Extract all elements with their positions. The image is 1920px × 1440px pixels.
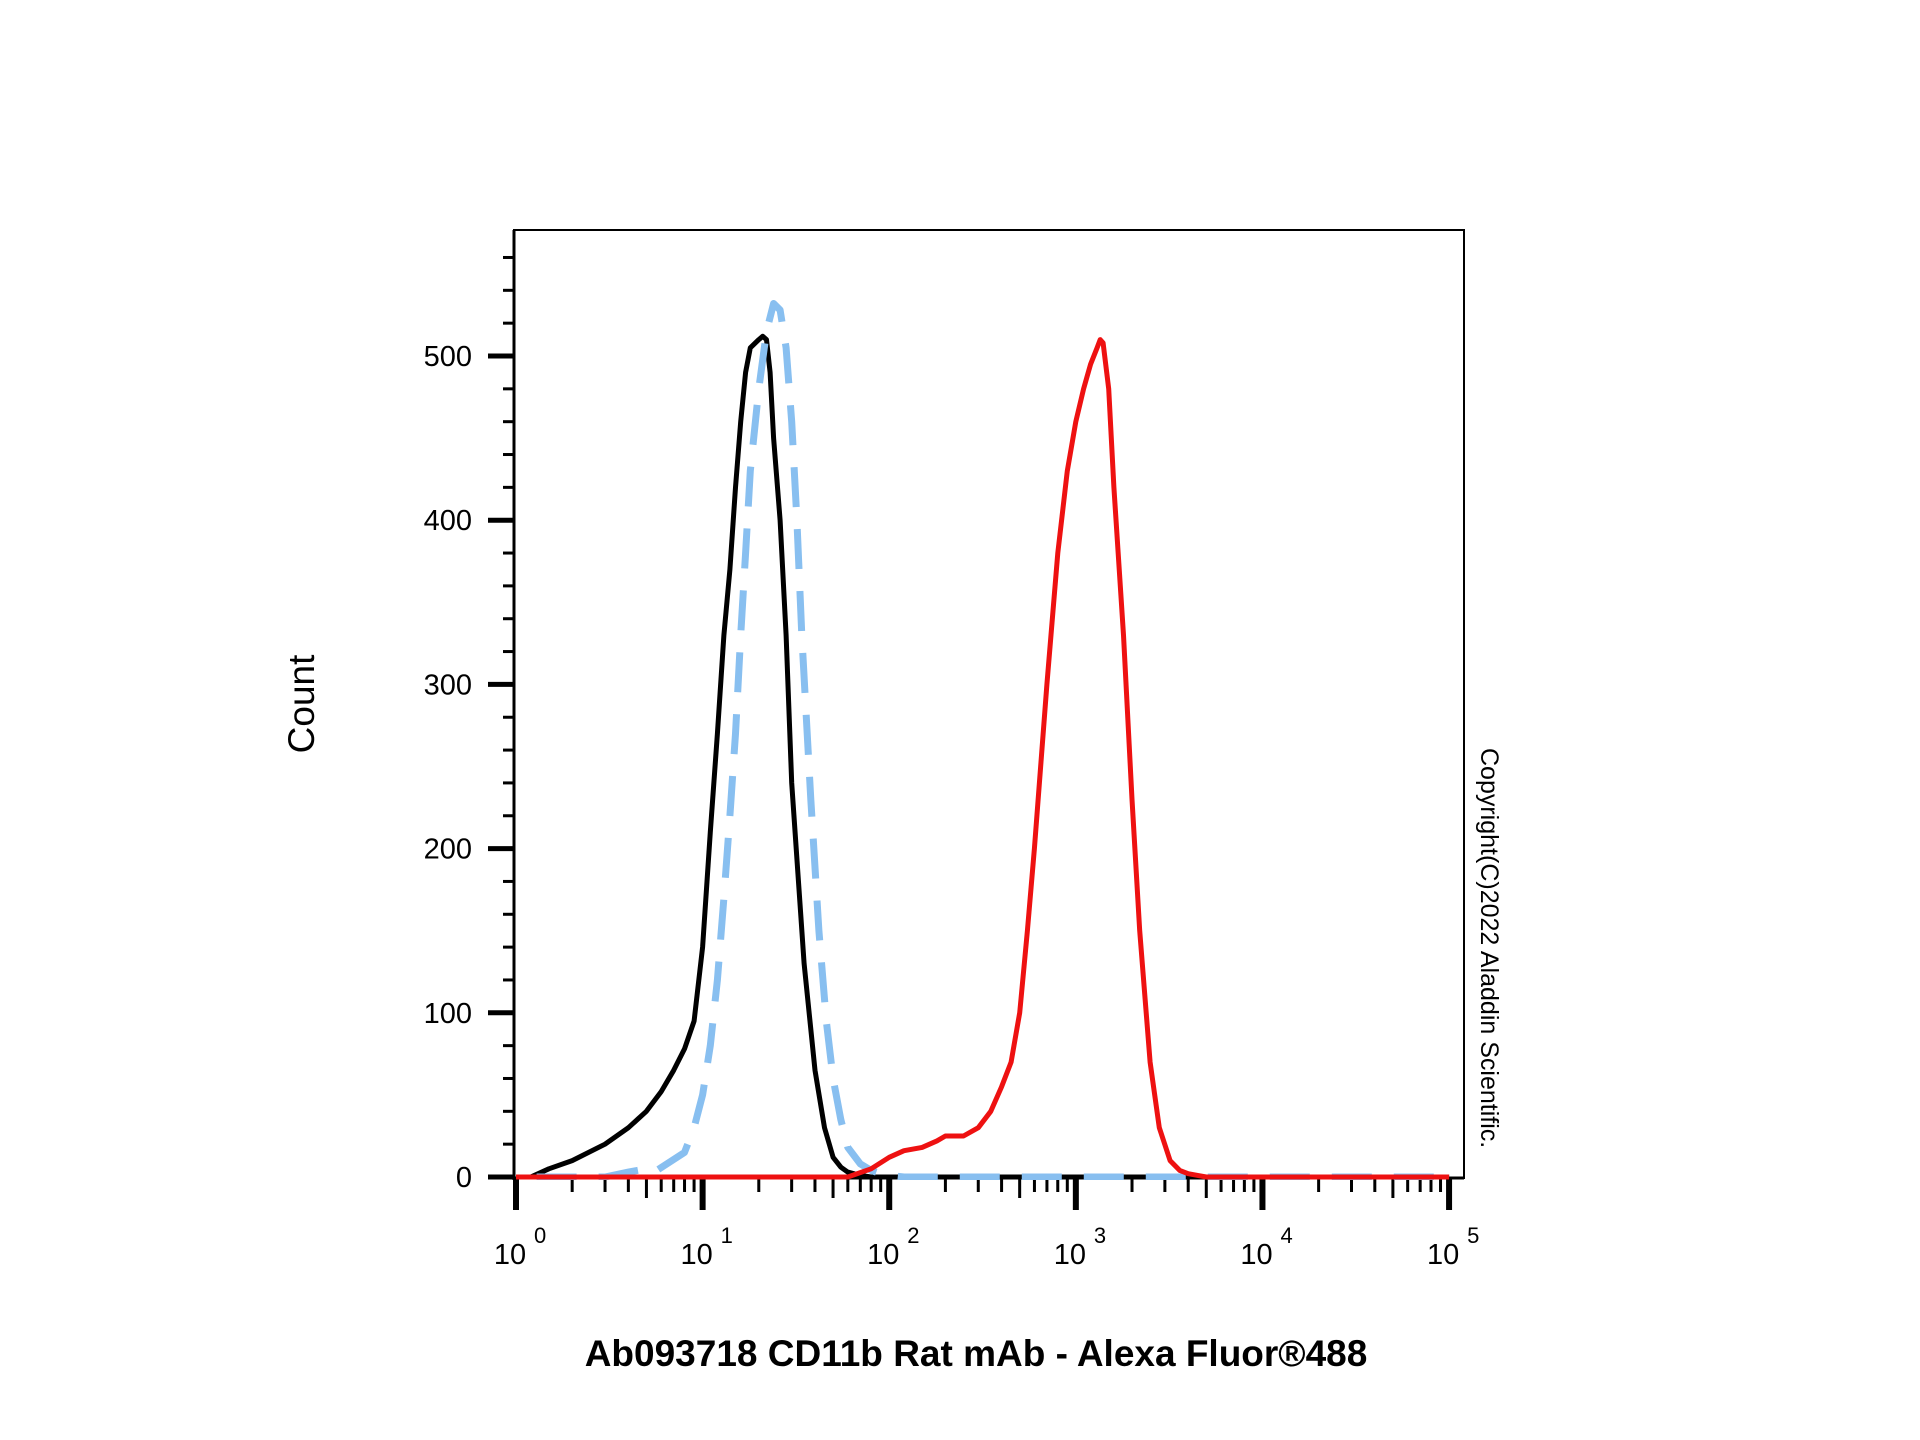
series-line-1 bbox=[516, 333, 1450, 1180]
x-tick-exponent: 0 bbox=[534, 1223, 546, 1248]
series-line-2 bbox=[516, 300, 1450, 1180]
x-tick-exponent: 3 bbox=[1094, 1223, 1106, 1248]
y-tick-label: 300 bbox=[424, 669, 472, 701]
x-tick-label: 10 bbox=[680, 1239, 712, 1271]
x-tick-exponent: 4 bbox=[1280, 1223, 1292, 1248]
x-tick-label: 10 bbox=[1240, 1239, 1272, 1271]
x-tick-exponent: 1 bbox=[721, 1223, 733, 1248]
x-axis: 10 0 10 1 10 2 10 3 10 4 10 5 bbox=[494, 1176, 1479, 1271]
x-tick-label: 10 bbox=[1054, 1239, 1086, 1271]
y-tick-label: 0 bbox=[456, 1162, 472, 1194]
y-tick-label: 200 bbox=[424, 834, 472, 866]
x-tick-exponent: 2 bbox=[907, 1223, 919, 1248]
x-tick-label: 10 bbox=[494, 1239, 526, 1271]
y-tick-label: 100 bbox=[424, 998, 472, 1030]
copyright-text: Copyright(C)2022 Aladdin Scientific. bbox=[1475, 748, 1503, 1148]
series-layer bbox=[516, 300, 1450, 1180]
x-tick-label: 10 bbox=[867, 1239, 899, 1271]
series-line-3 bbox=[516, 337, 1450, 1180]
x-tick-label: 10 bbox=[1427, 1239, 1459, 1271]
y-tick-label: 500 bbox=[424, 341, 472, 373]
y-axis-label: Count bbox=[281, 654, 322, 753]
x-tick-exponent: 5 bbox=[1467, 1223, 1479, 1248]
x-axis-label: Ab093718 CD11b Rat mAb - Alexa Fluor®488 bbox=[585, 1333, 1368, 1374]
plot-frame bbox=[513, 229, 1465, 1179]
y-tick-label: 400 bbox=[424, 505, 472, 537]
y-axis: 0 100 200 300 400 500 bbox=[424, 230, 516, 1194]
